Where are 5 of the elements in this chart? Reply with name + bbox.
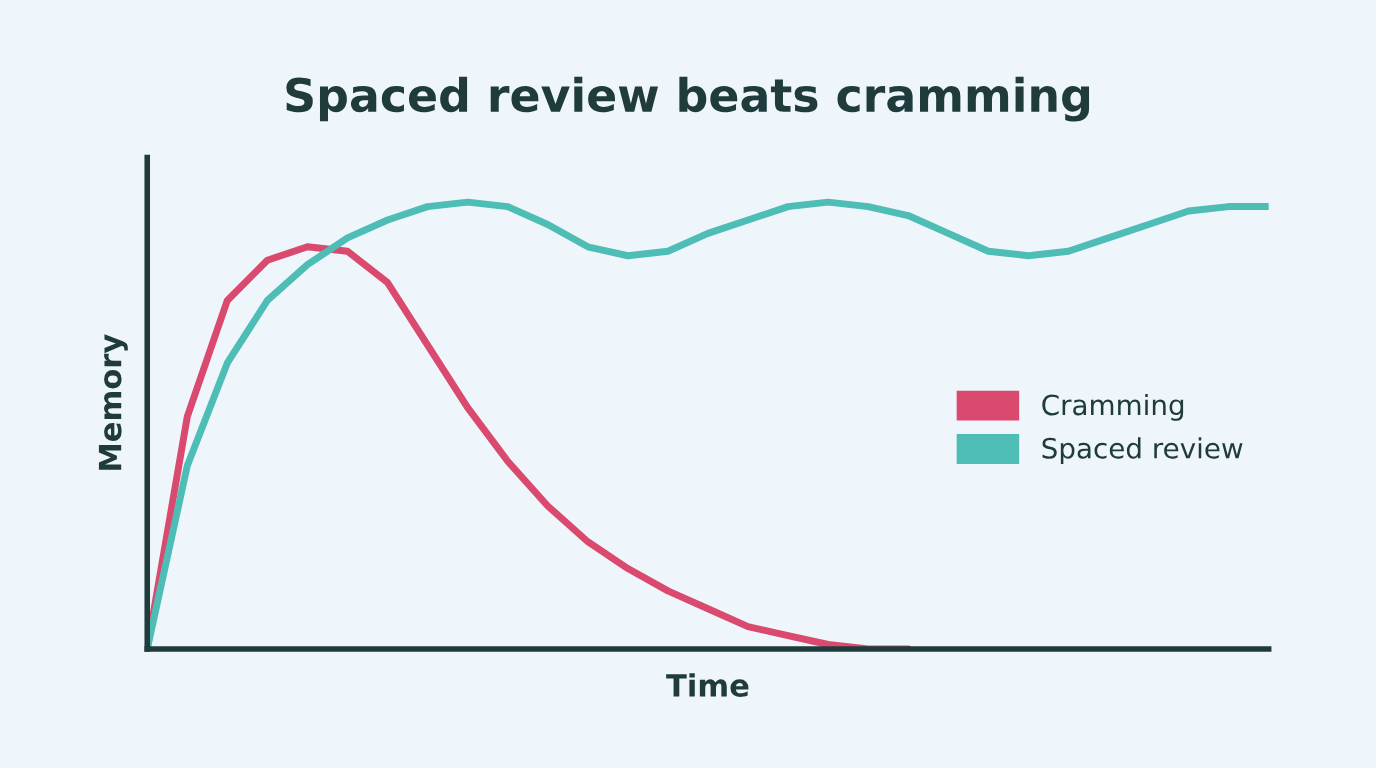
chart-title: Spaced review beats cramming (286, 76, 1090, 122)
legend-label: Cramming (1042, 393, 1184, 421)
x-axis-title: Time (666, 673, 749, 697)
y-axis-title: Memory (98, 334, 128, 470)
legend-label: Spaced review (1042, 437, 1243, 465)
